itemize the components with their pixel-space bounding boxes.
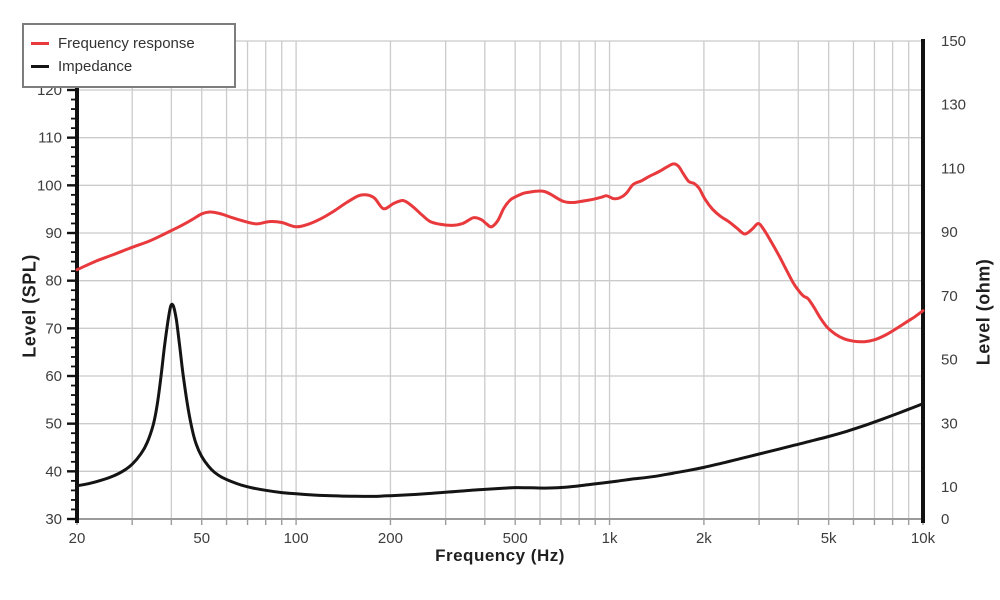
x-tick-label: 10k	[911, 530, 936, 547]
y-left-tick-label: 70	[45, 320, 62, 337]
y-left-axis-title: Level (SPL)	[19, 254, 40, 358]
y-right-tick-label: 150	[941, 33, 966, 50]
curve-impedance	[75, 302, 925, 498]
y-left-tick-label: 50	[45, 416, 62, 433]
legend-label-impedance: Impedance	[58, 58, 133, 75]
y-right-tick-label: 70	[941, 288, 958, 305]
legend-item-impedance: Impedance	[31, 55, 224, 78]
y-left-tick-label: 80	[45, 273, 62, 290]
x-tick-label: 2k	[696, 530, 712, 547]
y-right-axis-title: Level (ohm)	[973, 258, 994, 366]
legend: Frequency response Impedance	[22, 23, 236, 88]
y-right-tick-label: 0	[941, 511, 949, 528]
y-right-tick-label: 90	[941, 224, 958, 241]
x-tick-label: 200	[378, 530, 403, 547]
x-axis-title: Frequency (Hz)	[435, 546, 565, 565]
y-right-tick-label: 110	[941, 160, 965, 177]
grid	[77, 40, 924, 519]
x-tick-label: 100	[284, 530, 309, 547]
legend-item-frequency-response: Frequency response	[31, 32, 224, 55]
x-tick-label: 50	[193, 530, 210, 547]
y-left-tick-label: 60	[45, 368, 62, 385]
y-right-tick-label: 130	[941, 97, 966, 114]
impedance-line-swatch	[31, 65, 49, 68]
x-tick-label: 20	[69, 530, 86, 547]
y-left-tick-label: 30	[45, 511, 62, 528]
frequency-response-line-swatch	[31, 42, 49, 45]
y-right-tick-label: 30	[941, 415, 958, 432]
x-tick-label: 1k	[602, 530, 618, 547]
y-left-tick-label: 100	[37, 177, 62, 194]
y-right-tick-label: 50	[941, 352, 958, 369]
x-tick-label: 5k	[821, 530, 837, 547]
x-axis: 20 50 100 200 500 1k 2k 5k 10k	[69, 518, 936, 547]
y-right-axis: 0 10 30 50 70 90 110 130 150	[921, 33, 966, 528]
y-left-tick-label: 110	[38, 130, 62, 147]
y-left-tick-label: 40	[45, 463, 62, 480]
curve-frequency-response	[75, 162, 925, 344]
y-left-tick-label: 90	[45, 225, 62, 242]
x-tick-label: 500	[503, 530, 528, 547]
legend-label-frequency-response: Frequency response	[58, 35, 195, 52]
y-right-tick-label: 10	[941, 479, 958, 496]
series-curves	[75, 162, 925, 498]
